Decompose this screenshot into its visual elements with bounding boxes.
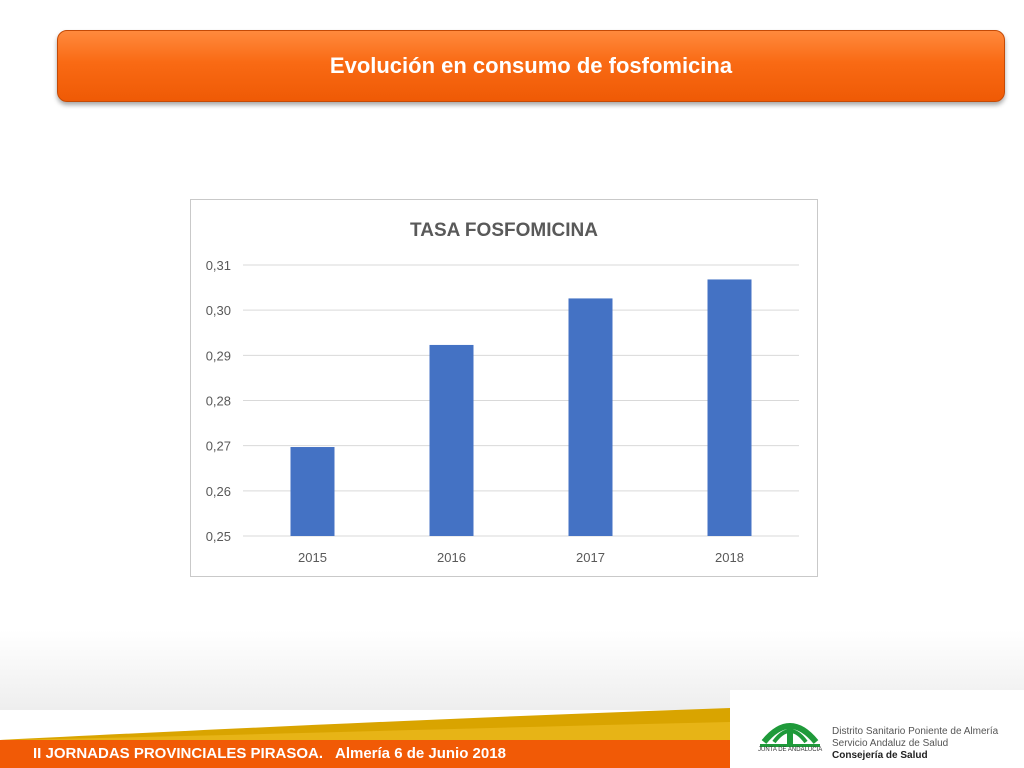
logo-caption: JUNTA DE ANDALUCIA bbox=[758, 747, 823, 753]
bar-2015 bbox=[290, 447, 335, 536]
junta-andalucia-logo-icon bbox=[760, 723, 820, 747]
x-tick-label: 2016 bbox=[437, 550, 466, 565]
chart-frame: TASA FOSFOMICINA 0,25 0,26 0,27 0,28 0,29 0,3… bbox=[190, 199, 818, 577]
org-line-1: Distrito Sanitario Poniente de Almería bbox=[832, 726, 999, 737]
footer-text: II JORNADAS PROVINCIALES PIRASOA. Almerí… bbox=[33, 745, 506, 762]
x-axis-ticks: 2015 2016 2017 2018 bbox=[298, 550, 744, 565]
bars bbox=[290, 279, 752, 536]
logo-area: JUNTA DE ANDALUCIA Distrito Sanitario Po… bbox=[730, 690, 1024, 768]
footer-bar bbox=[0, 740, 730, 768]
y-tick-label: 0,31 bbox=[206, 258, 231, 273]
footer-event: II JORNADAS PROVINCIALES PIRASOA. bbox=[33, 745, 324, 762]
bar-2018 bbox=[707, 279, 752, 536]
x-tick-label: 2017 bbox=[576, 550, 605, 565]
y-axis-ticks: 0,25 0,26 0,27 0,28 0,29 0,30 0,31 bbox=[206, 258, 231, 544]
chart-title: TASA FOSFOMICINA bbox=[410, 220, 598, 241]
y-tick-label: 0,29 bbox=[206, 348, 231, 363]
y-tick-label: 0,30 bbox=[206, 303, 231, 318]
x-tick-label: 2015 bbox=[298, 550, 327, 565]
y-tick-label: 0,25 bbox=[206, 529, 231, 544]
slide-title: Evolución en consumo de fosfomicina bbox=[329, 53, 733, 78]
y-tick-label: 0,26 bbox=[206, 484, 231, 499]
gridlines bbox=[243, 264, 799, 537]
org-line-2: Servicio Andaluz de Salud bbox=[832, 738, 949, 749]
bar-2017 bbox=[568, 298, 613, 536]
title-banner: Evolución en consumo de fosfomicina bbox=[57, 30, 1005, 102]
y-tick-label: 0,27 bbox=[206, 439, 231, 454]
footer-stripe bbox=[0, 708, 730, 740]
bar-chart: TASA FOSFOMICINA 0,25 0,26 0,27 0,28 0,29 0,3… bbox=[206, 220, 799, 565]
x-tick-label: 2018 bbox=[715, 550, 744, 565]
y-tick-label: 0,28 bbox=[206, 394, 231, 409]
org-line-3: Consejería de Salud bbox=[832, 750, 928, 761]
footer-place-date: Almería 6 de Junio 2018 bbox=[335, 745, 506, 762]
bar-2016 bbox=[429, 344, 474, 536]
